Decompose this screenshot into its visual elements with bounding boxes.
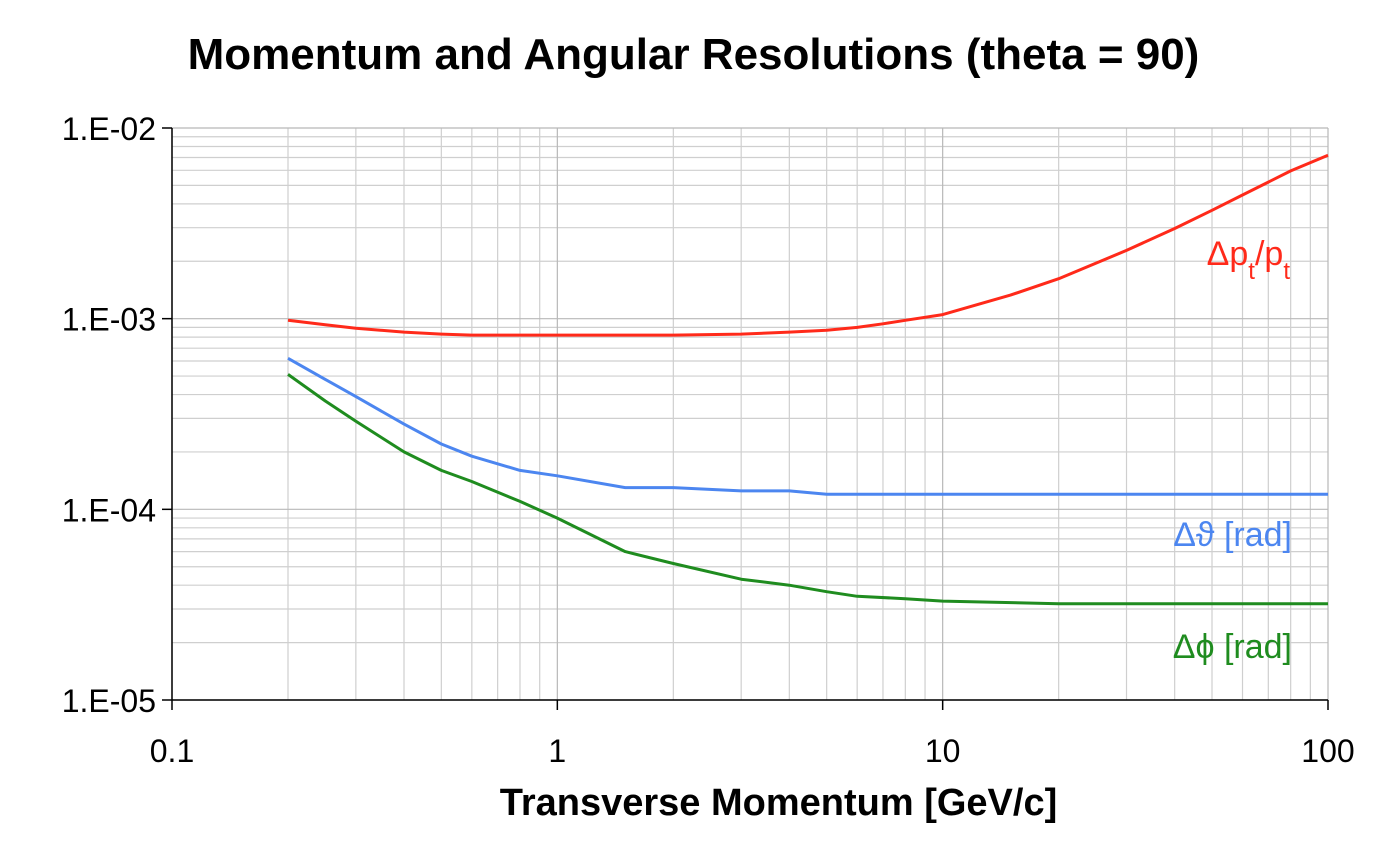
y-tick-label: 1.E-02 [62,111,156,147]
y-tick-label: 1.E-03 [62,302,156,338]
axes [162,127,1329,710]
series-line-2 [287,356,1328,496]
series-labels: Δpt/pt Δϑ [rad] Δϕ [rad] [1173,235,1292,666]
y-tick-label: 1.E-05 [62,683,156,719]
x-tick-label: 10 [925,733,961,769]
series-label-1: Δpt/pt [1207,235,1291,285]
series-line-3 [287,373,1328,606]
x-tick-label: 100 [1301,733,1354,769]
chart-title: Momentum and Angular Resolutions (theta … [187,30,1200,79]
series-label-2: Δϑ [rad] [1173,516,1292,554]
x-tick-label: 0.1 [150,733,194,769]
x-axis-label: Transverse Momentum [GeV/c] [499,782,1058,824]
series-lines [287,153,1329,606]
series-line-1 [287,153,1329,337]
x-tick-label: 1 [548,733,566,769]
tick-labels: 1.E-02 1.E-03 1.E-04 1.E-05 0.1 1 10 100 [62,111,1355,769]
series-label-3: Δϕ [rad] [1173,628,1292,666]
y-tick-label: 1.E-04 [62,492,156,528]
